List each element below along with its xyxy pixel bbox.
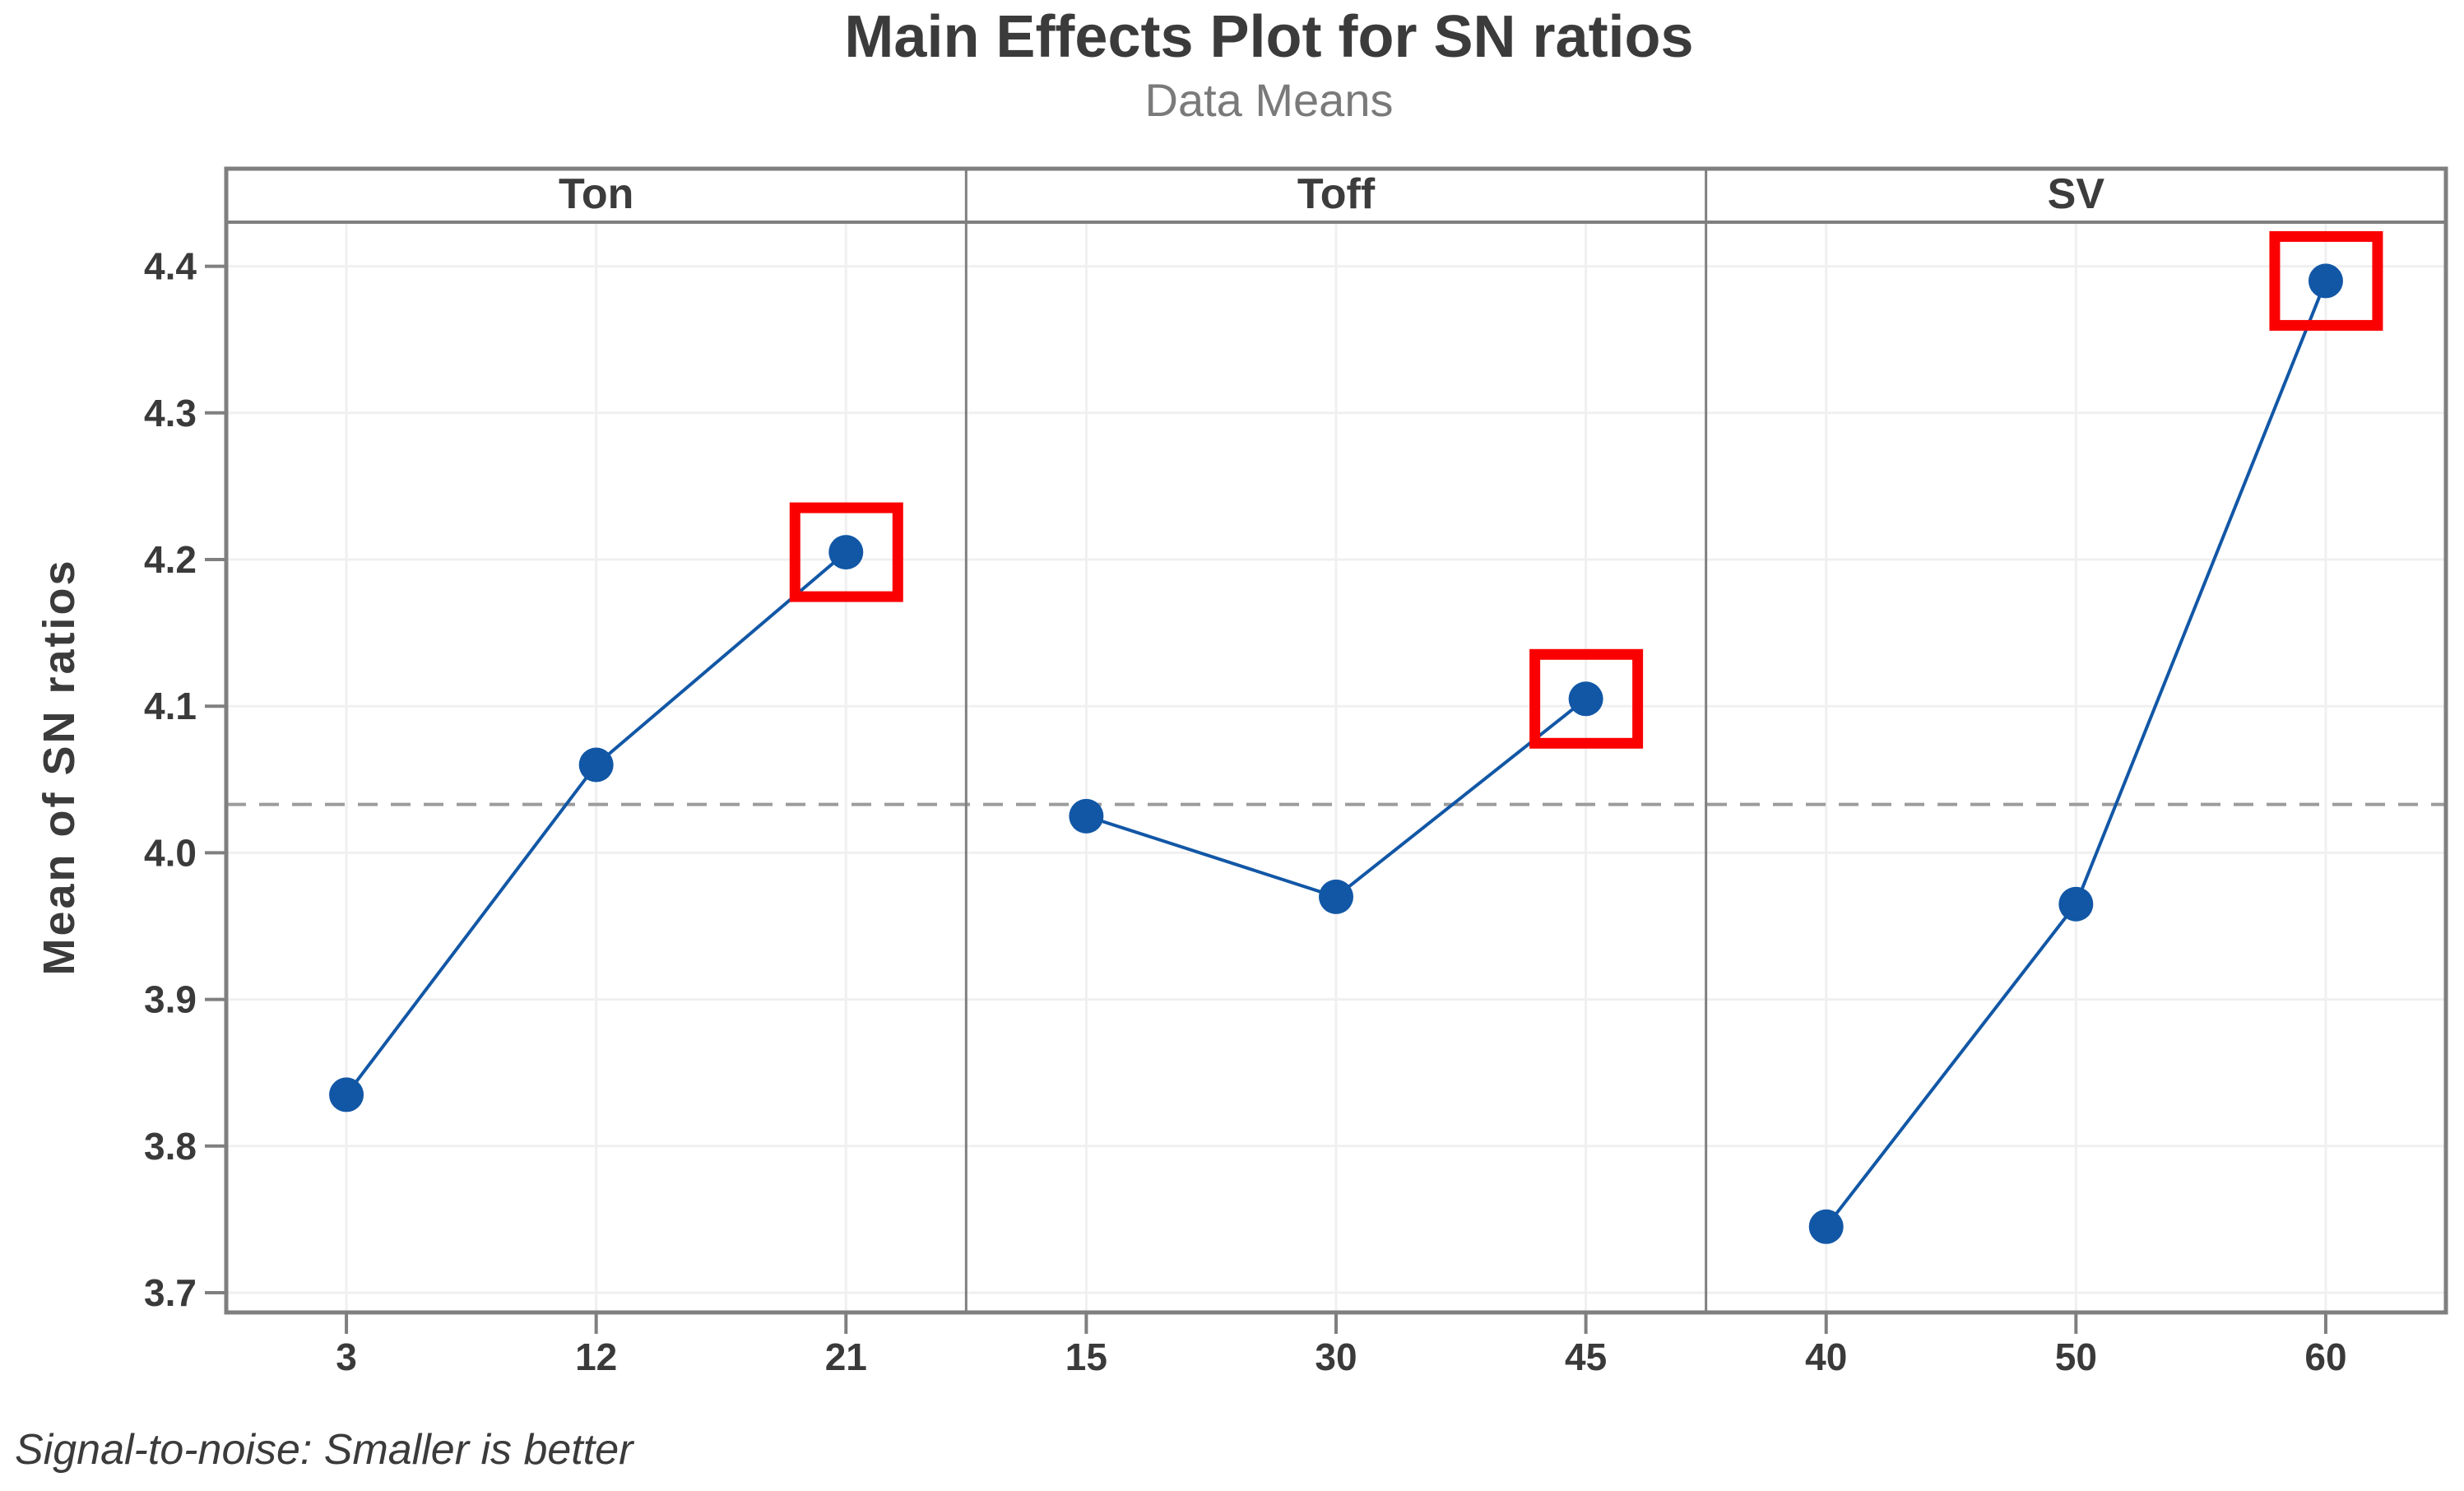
x-tick-label: 40 bbox=[1805, 1335, 1847, 1378]
x-tick-label: 3 bbox=[336, 1335, 357, 1378]
data-point-sv-40 bbox=[1808, 1209, 1844, 1244]
highlight-box-ton bbox=[789, 502, 903, 602]
data-point-sv-60 bbox=[2308, 263, 2343, 299]
data-point-toff-15 bbox=[1069, 798, 1104, 834]
x-tick-label: 21 bbox=[825, 1335, 867, 1378]
y-tick-label: 4.3 bbox=[144, 392, 197, 434]
data-point-toff-30 bbox=[1319, 879, 1353, 914]
panel-header-label: Toff bbox=[1297, 170, 1376, 218]
y-tick-label: 3.7 bbox=[144, 1271, 197, 1314]
highlight-box-toff bbox=[1529, 648, 1644, 749]
x-tick-label: 12 bbox=[575, 1335, 617, 1378]
y-tick-label: 3.9 bbox=[144, 978, 197, 1021]
chart-subtitle: Data Means bbox=[1144, 74, 1394, 126]
data-point-ton-12 bbox=[578, 747, 614, 783]
panel-header-label: Ton bbox=[559, 170, 633, 218]
x-tick-label: 60 bbox=[2304, 1335, 2346, 1378]
x-tick-label: 15 bbox=[1065, 1335, 1107, 1378]
data-point-sv-50 bbox=[2058, 886, 2094, 922]
y-tick-label: 4.4 bbox=[144, 245, 197, 288]
y-tick-label: 4.1 bbox=[144, 685, 197, 727]
x-tick-label: 30 bbox=[1315, 1335, 1357, 1378]
y-tick-label: 4.0 bbox=[144, 831, 197, 874]
panel-header-label: SV bbox=[2048, 170, 2105, 218]
x-tick-label: 50 bbox=[2055, 1335, 2097, 1378]
signal-to-noise-footnote: Signal-to-noise: Smaller is better bbox=[15, 1426, 633, 1474]
chart-title: Main Effects Plot for SN ratios bbox=[844, 4, 1694, 70]
y-tick-label: 3.8 bbox=[144, 1125, 197, 1168]
data-point-ton-3 bbox=[329, 1077, 364, 1112]
x-tick-label: 45 bbox=[1565, 1335, 1607, 1378]
highlight-box-sv bbox=[2269, 230, 2383, 331]
y-tick-label: 4.2 bbox=[144, 538, 197, 581]
data-point-toff-45 bbox=[1568, 681, 1603, 717]
data-point-ton-21 bbox=[828, 535, 864, 570]
